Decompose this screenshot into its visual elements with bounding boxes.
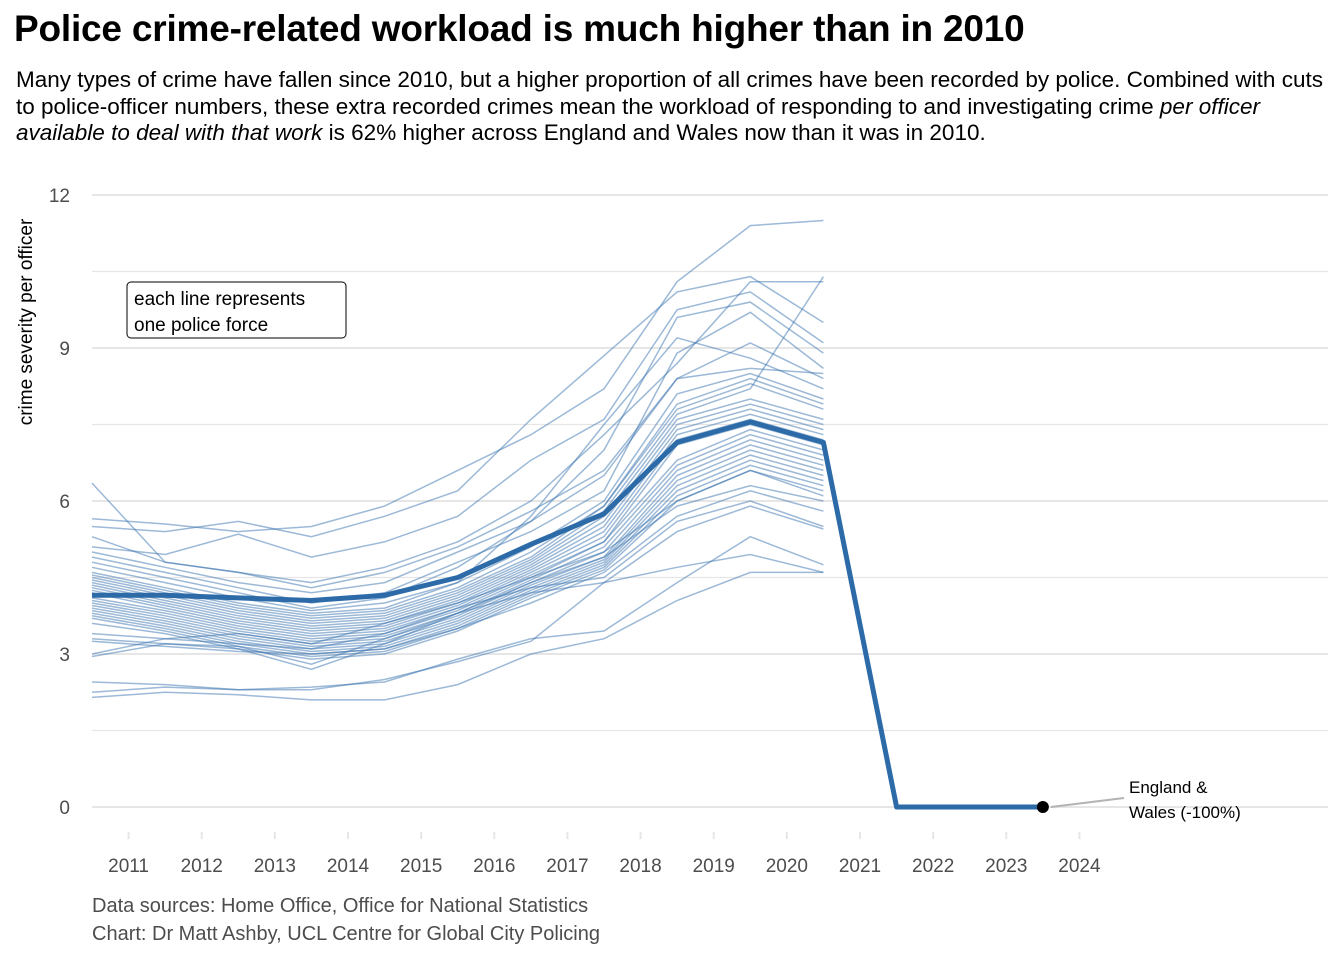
x-tick-label: 2021 (839, 856, 881, 877)
subtitle-italic-text: per officer available to deal with that … (16, 93, 1260, 146)
force-line (91, 403, 824, 627)
x-tick-label: 2011 (108, 856, 149, 877)
force-line (91, 444, 824, 648)
force-line (91, 275, 824, 538)
x-tick-label: 2012 (181, 856, 223, 877)
force-line (91, 408, 824, 630)
caption-sources: Data sources: Home Office, Office for Na… (92, 895, 589, 917)
y-tick-label: 6 (59, 492, 70, 513)
x-tick-label: 2019 (693, 856, 735, 877)
annotation-line-1: each line represents (134, 289, 305, 310)
force-line (91, 505, 824, 665)
end-label-line-1: England & (1129, 778, 1208, 797)
x-tick-label: 2022 (912, 856, 954, 877)
force-line (91, 398, 824, 625)
force-line (91, 500, 824, 655)
subtitle-text: Many types of crime have fallen since 20… (16, 67, 1323, 119)
force-line (91, 301, 824, 594)
x-axis-ticks: 2011 2012 2013 2014 2015 2016 2017 2018 2019 2020… (108, 832, 1101, 877)
england-wales-line (92, 419, 1043, 810)
force-line (91, 280, 824, 584)
force-line (91, 428, 824, 640)
end-point (1036, 801, 1049, 813)
force-line (91, 336, 824, 612)
force-line (91, 449, 824, 650)
y-tick-label: 0 (59, 798, 70, 819)
force-line (91, 553, 824, 694)
force-line (91, 276, 825, 622)
end-label: England & Wales (-100%) (1050, 778, 1241, 822)
force-line (91, 439, 824, 645)
force-line (91, 311, 824, 604)
force-line (91, 454, 824, 653)
force-line (91, 571, 824, 701)
subtitle-text-end: is 62% higher across England and Wales n… (322, 120, 986, 145)
y-tick-label: 9 (59, 339, 70, 360)
highlight-series (92, 419, 1049, 813)
caption-credit: Chart: Dr Matt Ashby, UCL Centre for Glo… (92, 923, 600, 945)
x-tick-label: 2013 (254, 856, 296, 877)
chart-title: Police crime-related workload is much hi… (14, 8, 1025, 49)
force-line (91, 382, 824, 620)
chart-caption: Data sources: Home Office, Office for Na… (92, 892, 600, 948)
annotation-line-2: one police force (134, 315, 268, 336)
force-line (91, 535, 824, 691)
x-tick-label: 2014 (327, 856, 370, 877)
chart-subtitle: Many types of crime have fallen since 20… (16, 67, 1336, 147)
y-axis-label: crime severity per officer (16, 218, 37, 425)
force-line (91, 377, 824, 617)
force-line (91, 219, 824, 533)
force-line (91, 291, 824, 558)
x-tick-label: 2018 (619, 856, 661, 877)
x-tick-label: 2016 (473, 856, 515, 877)
y-axis-ticks: 0 3 6 9 12 (49, 186, 70, 819)
x-tick-label: 2017 (546, 856, 588, 877)
x-tick-label: 2024 (1058, 856, 1101, 877)
annotation-box: each line represents one police force (126, 281, 347, 339)
y-tick-label: 3 (59, 645, 70, 666)
force-line (91, 342, 824, 609)
x-tick-label: 2015 (400, 856, 442, 877)
force-lines (91, 219, 825, 701)
force-line (91, 469, 824, 645)
x-tick-label: 2023 (985, 856, 1027, 877)
force-line (91, 423, 824, 637)
end-label-leader (1050, 797, 1125, 808)
end-label-line-2: Wales (-100%) (1129, 803, 1241, 822)
force-line (91, 490, 824, 655)
y-tick-label: 12 (49, 186, 70, 207)
force-line (91, 459, 824, 655)
x-tick-label: 2020 (766, 856, 808, 877)
